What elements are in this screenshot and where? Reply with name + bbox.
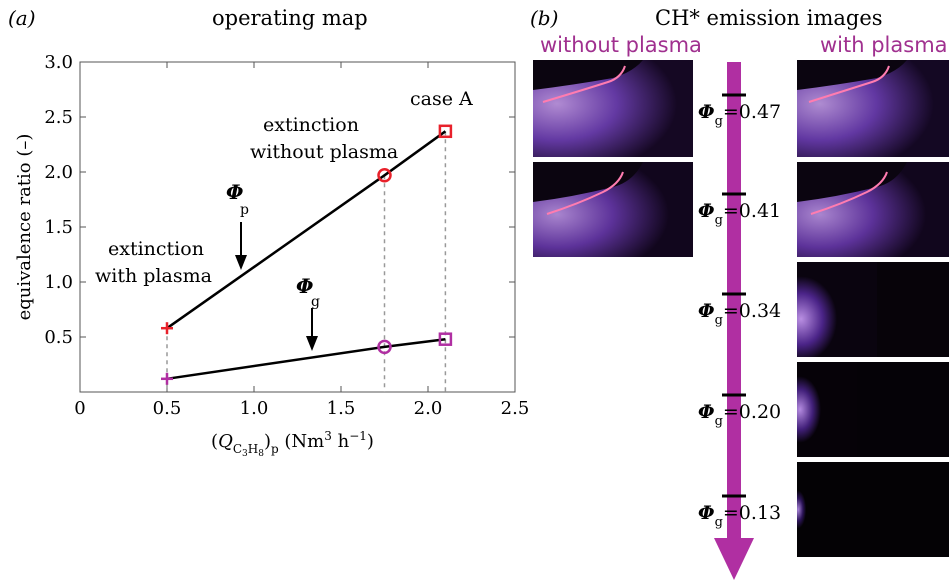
phi-p-sub-label: p	[240, 202, 249, 218]
phi-g-sub-label: g	[311, 294, 320, 310]
emission-with-013	[797, 462, 949, 557]
down-arrow-head	[714, 538, 754, 580]
series-line-phi-p	[166, 130, 447, 330]
x-tick-label: 0.5	[153, 398, 182, 419]
x-tick-label: 2.5	[501, 398, 530, 419]
emission-without-041	[533, 162, 693, 257]
phi-p-marker	[438, 124, 453, 139]
phi-g-level-label: Φg=0.41	[698, 200, 781, 228]
phi-g-label: Φ	[296, 274, 314, 298]
emission-with-034	[797, 262, 949, 357]
y-tick-label: 1.5	[44, 217, 73, 238]
phi-p-label: Φ	[226, 180, 244, 204]
phi-p-arrow-head	[235, 255, 247, 270]
y-tick-label: 0.5	[44, 327, 73, 348]
phi-p-marker	[377, 168, 392, 183]
operating-map-chart: 0 0.5 1.0 1.5 2.0 2.5 0.5 1.0 1.5 2.0 2.5 3.0 equiva…	[14, 52, 530, 459]
phi-g-level-label: Φg=0.34	[698, 300, 781, 328]
emission-with-041	[797, 162, 949, 257]
extinction-without-label-1: extinction	[263, 114, 359, 136]
y-tick-label: 3.0	[44, 52, 73, 73]
emission-with-020	[797, 362, 949, 457]
series-line-phi-g	[166, 337, 446, 381]
extinction-with-label-2: with plasma	[95, 265, 212, 287]
emission-with-047	[797, 60, 949, 157]
case-a-label: case A	[410, 88, 473, 110]
phi-g-arrow-head	[306, 336, 318, 351]
extinction-with-label-1: extinction	[108, 238, 204, 260]
y-tick-label: 1.0	[44, 272, 73, 293]
phi-g-marker	[377, 339, 392, 355]
x-axis-label: (QC3H8)p (Nm3 h−1)	[211, 429, 374, 459]
panel-a-title: operating map	[212, 6, 368, 30]
without-plasma-heading: without plasma	[540, 33, 702, 57]
phi-g-level-label: Φg=0.13	[698, 502, 781, 530]
phi-g-marker	[438, 332, 453, 346]
phi-g-level-label: Φg=0.20	[698, 401, 781, 429]
phi-g-arrow-column: Φg=0.47 Φg=0.41 Φg=0.34 Φg=0.20 Φg=0.13	[698, 62, 781, 580]
extinction-without-label-2: without plasma	[250, 141, 398, 163]
y-tick-label: 2.0	[44, 162, 73, 183]
phi-g-level-label: Φg=0.47	[698, 101, 781, 129]
y-tick-label: 2.5	[44, 107, 73, 128]
x-tick-label: 0	[74, 398, 85, 419]
panel-b-tag: (b)	[530, 6, 559, 30]
down-arrow-shaft	[727, 62, 741, 548]
x-tick-label: 1.0	[240, 398, 269, 419]
x-tick-label: 1.5	[327, 398, 356, 419]
panel-a-tag: (a)	[8, 6, 36, 30]
emission-without-047	[533, 60, 693, 157]
panel-b-title: CH* emission images	[655, 6, 883, 30]
x-tick-label: 2.0	[414, 398, 443, 419]
y-axis-label: equivalence ratio (–)	[14, 134, 35, 321]
with-plasma-heading: with plasma	[820, 33, 948, 57]
